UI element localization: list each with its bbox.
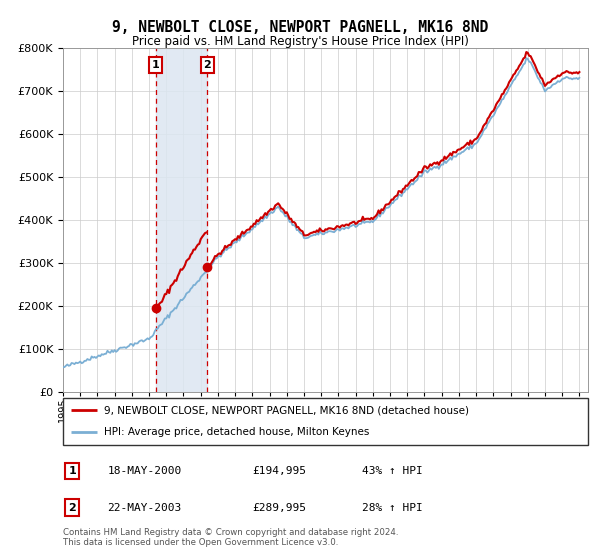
Text: 22-MAY-2003: 22-MAY-2003 — [107, 502, 182, 512]
Text: 43% ↑ HPI: 43% ↑ HPI — [362, 466, 423, 476]
FancyBboxPatch shape — [63, 398, 588, 445]
Text: 9, NEWBOLT CLOSE, NEWPORT PAGNELL, MK16 8ND: 9, NEWBOLT CLOSE, NEWPORT PAGNELL, MK16 … — [112, 20, 488, 35]
Text: Price paid vs. HM Land Registry's House Price Index (HPI): Price paid vs. HM Land Registry's House … — [131, 35, 469, 48]
Text: 2: 2 — [203, 60, 211, 70]
Text: 9, NEWBOLT CLOSE, NEWPORT PAGNELL, MK16 8ND (detached house): 9, NEWBOLT CLOSE, NEWPORT PAGNELL, MK16 … — [104, 405, 469, 416]
Text: 18-MAY-2000: 18-MAY-2000 — [107, 466, 182, 476]
Text: Contains HM Land Registry data © Crown copyright and database right 2024.
This d: Contains HM Land Registry data © Crown c… — [63, 528, 398, 547]
Bar — [155, 48, 208, 392]
Text: 2: 2 — [68, 502, 76, 512]
Text: £194,995: £194,995 — [252, 466, 306, 476]
Text: 1: 1 — [68, 466, 76, 476]
Text: 28% ↑ HPI: 28% ↑ HPI — [362, 502, 423, 512]
Text: 1: 1 — [152, 60, 160, 70]
Text: £289,995: £289,995 — [252, 502, 306, 512]
Text: HPI: Average price, detached house, Milton Keynes: HPI: Average price, detached house, Milt… — [104, 427, 370, 437]
